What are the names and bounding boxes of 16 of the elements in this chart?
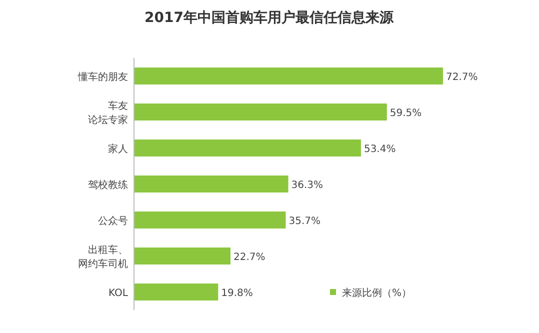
y-tick-label: 家人: [108, 143, 128, 155]
data-label: 35.7%: [288, 216, 321, 227]
data-label: 19.8%: [221, 288, 253, 299]
y-tick-label: 公众号: [98, 215, 128, 227]
chart-title: 2017年中国首购车用户最信任信息来源: [144, 9, 394, 26]
data-label: 72.7%: [446, 72, 478, 83]
legend-label: 来源比例（%）: [342, 287, 412, 299]
y-tick-label: 懂车的朋友: [77, 71, 128, 83]
data-label: 53.4%: [364, 144, 396, 155]
y-tick-label: 出租车、网约车司机: [78, 244, 128, 270]
data-label: 59.5%: [390, 108, 422, 119]
y-tick-label: 驾校教练: [88, 179, 128, 191]
y-tick-label: KOL: [108, 288, 128, 299]
y-tick-label: 车友论坛专家: [88, 100, 128, 126]
data-label: 36.3%: [291, 180, 324, 191]
data-label: 22.7%: [233, 252, 266, 263]
